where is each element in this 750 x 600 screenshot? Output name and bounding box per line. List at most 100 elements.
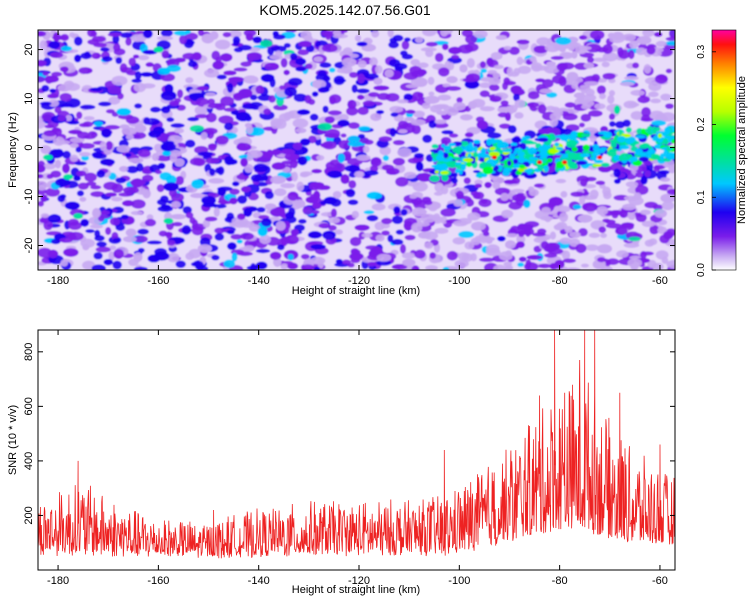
heatmap-cell	[316, 155, 325, 161]
heatmap-cell	[133, 252, 143, 262]
heatmap-cell	[480, 172, 488, 178]
heatmap-cell	[237, 195, 248, 204]
colorbar-label: Normalized spectral amplitude	[736, 76, 748, 224]
heatmap-cell	[506, 160, 512, 167]
heatmap-cell	[96, 170, 106, 178]
heatmap-cell	[284, 152, 300, 161]
heatmap-cell	[373, 77, 383, 85]
heatmap-cell	[81, 155, 90, 161]
heatmap-cell	[539, 88, 553, 94]
heatmap-cell	[546, 61, 556, 67]
heatmap-cell	[93, 121, 104, 127]
heatmap-cell	[513, 93, 520, 102]
heatmap-cell	[600, 125, 609, 133]
heatmap-cell	[598, 164, 612, 173]
heatmap-cell	[389, 105, 404, 113]
heatmap-cell	[82, 121, 94, 128]
heatmap-cell	[608, 113, 616, 120]
heatmap-cell	[479, 82, 492, 89]
heatmap-cell	[348, 122, 360, 130]
heatmap-cell	[634, 148, 643, 156]
heatmap-cell	[143, 117, 151, 125]
heatmap-cell	[113, 248, 124, 259]
heatmap-cell	[205, 112, 217, 123]
heatmap-cell	[630, 142, 636, 147]
heatmap-cell	[508, 104, 518, 112]
heatmap-cell	[537, 104, 547, 114]
heatmap-cell	[83, 116, 95, 121]
heatmap-cell	[337, 119, 350, 127]
heatmap-cell	[523, 199, 531, 209]
heatmap-cell	[295, 66, 307, 72]
heatmap-cell	[153, 143, 163, 152]
heatmap-cell	[618, 145, 630, 150]
heatmap-cell	[294, 199, 306, 209]
heatmap-cell	[460, 163, 467, 171]
heatmap-cell	[630, 89, 645, 96]
heatmap-cell	[666, 259, 675, 269]
heatmap-cell	[191, 225, 204, 236]
heatmap-cell	[80, 218, 90, 227]
heatmap-cell	[503, 179, 518, 185]
heatmap-cell	[237, 251, 253, 257]
heatmap-cell	[434, 170, 439, 174]
heatmap-cell	[124, 152, 132, 158]
heatmap-cell	[320, 30, 335, 38]
heatmap-cell	[231, 252, 238, 262]
y-tick-label: -10	[23, 189, 35, 205]
heatmap-cell	[464, 43, 479, 52]
heatmap-cell	[416, 69, 427, 76]
heatmap-cell	[59, 92, 73, 102]
heatmap-cell	[566, 71, 579, 81]
heatmap-cell	[456, 97, 463, 103]
heatmap-cell	[582, 93, 597, 102]
heatmap-cell	[580, 113, 592, 122]
heatmap-cell	[104, 192, 117, 197]
heatmap-cell	[122, 200, 135, 207]
heatmap-cell	[356, 41, 368, 47]
x-tick-label: -100	[448, 275, 470, 287]
heatmap-cell	[651, 120, 667, 126]
heatmap-cell	[60, 33, 70, 42]
heatmap-cell	[330, 208, 337, 218]
heatmap-cell	[381, 230, 390, 236]
snr-x-ticks: -180 -160 -140 -120 -100 -80 -60	[47, 330, 668, 587]
heatmap-cell	[453, 102, 466, 111]
heatmap-cell	[569, 231, 581, 238]
heatmap-cell	[630, 110, 644, 120]
heatmap-cell	[252, 36, 263, 44]
heatmap-cell	[105, 109, 115, 114]
heatmap-cell	[116, 108, 132, 116]
heatmap-cell	[207, 98, 216, 105]
heatmap-cell	[606, 149, 617, 157]
heatmap-cell	[524, 261, 539, 270]
heatmap-cell	[318, 86, 330, 93]
heatmap-cell	[649, 153, 661, 160]
heatmap-cell	[213, 207, 220, 217]
heatmap-cell	[413, 110, 425, 118]
heatmap-cell	[67, 218, 80, 226]
heatmap-cell	[157, 162, 166, 170]
heatmap-cell	[334, 78, 347, 83]
heatmap-cell	[441, 143, 446, 148]
heatmap-cell	[153, 46, 164, 53]
heatmap-cell	[457, 252, 470, 261]
heatmap-cell	[617, 135, 626, 143]
heatmap-cell	[404, 234, 416, 241]
heatmap-cell	[77, 182, 89, 190]
heatmap-cell	[215, 167, 223, 174]
heatmap-cell	[93, 252, 103, 260]
heatmap-cell	[613, 178, 621, 184]
heatmap-cell	[492, 72, 501, 79]
heatmap-cell	[661, 256, 669, 264]
heatmap-cell	[597, 257, 606, 263]
heatmap-cell	[458, 230, 475, 239]
heatmap-cell	[624, 75, 639, 81]
heatmap-cell	[493, 264, 507, 270]
heatmap-cell	[351, 84, 358, 93]
heatmap-cell	[115, 177, 127, 184]
heatmap-cell	[240, 157, 248, 167]
heatmap-cell	[167, 252, 180, 263]
heatmap-cell	[617, 49, 631, 60]
heatmap-cell	[429, 174, 440, 182]
